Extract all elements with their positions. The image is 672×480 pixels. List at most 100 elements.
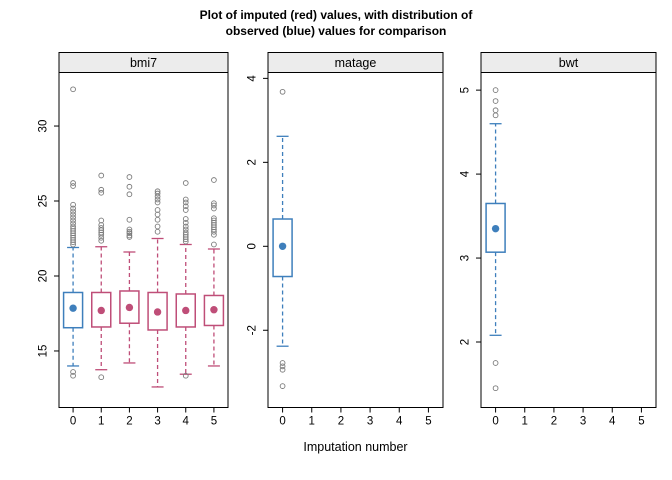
- outlier-point: [492, 112, 499, 119]
- panel-strip-label: bwt: [559, 56, 579, 70]
- y-tick-label: 2: [460, 339, 472, 345]
- outlier-point: [126, 216, 133, 223]
- outlier-point: [70, 208, 76, 215]
- outlier-point: [279, 88, 286, 95]
- panel-matage: matage -2 0 2 4 0 1 2 3 4 5: [247, 52, 444, 428]
- outlier-point: [98, 186, 105, 193]
- outlier-point: [182, 216, 189, 222]
- boxplot-bmi7-imp4: [175, 180, 196, 379]
- outlier-point: [154, 199, 161, 206]
- boxplot-bmi7-imp0: [62, 86, 84, 379]
- x-tick-label: 3: [367, 416, 373, 428]
- outlier-point: [70, 205, 76, 212]
- x-tick-label: 1: [522, 416, 528, 428]
- outlier-point: [126, 226, 133, 233]
- outlier-point: [492, 360, 499, 366]
- outlier-point: [279, 383, 286, 389]
- boxplot-matage-imp0: [272, 88, 293, 389]
- outlier-point: [70, 220, 76, 227]
- outlier-point: [211, 215, 217, 222]
- outlier-point: [126, 232, 133, 239]
- box-iqr: [147, 291, 168, 331]
- outlier-point: [182, 226, 189, 233]
- panel-frame: [58, 72, 229, 408]
- median-dot: [491, 224, 500, 233]
- outlier-point: [182, 203, 189, 210]
- boxplot-bmi7-imp2: [119, 174, 140, 364]
- box-iqr: [119, 290, 140, 324]
- outlier-point: [182, 180, 189, 186]
- x-tick-label: 4: [396, 416, 403, 428]
- x-tick-label: 2: [551, 416, 557, 428]
- outlier-point: [126, 183, 133, 190]
- x-tick-label: 3: [580, 416, 586, 428]
- outlier-point: [70, 217, 76, 224]
- x-tick-label: 4: [609, 416, 616, 428]
- y-tick-label: 0: [247, 243, 259, 249]
- outlier-point: [126, 191, 133, 198]
- outlier-point: [154, 190, 161, 197]
- outlier-point: [154, 228, 161, 235]
- outlier-point: [182, 219, 189, 226]
- outlier-point: [70, 183, 76, 189]
- boxplot-bmi7-imp5: [203, 177, 225, 367]
- outlier-point: [182, 229, 189, 236]
- median-dot: [125, 303, 134, 312]
- outlier-point: [126, 228, 133, 235]
- median-dot: [278, 242, 287, 250]
- outlier-point: [279, 366, 286, 373]
- outlier-point: [211, 200, 217, 207]
- x-tick-label: 1: [309, 416, 315, 428]
- y-tick-label: 25: [38, 195, 50, 208]
- median-dot: [210, 306, 218, 314]
- outlier-point: [182, 207, 189, 213]
- x-axis-title: Imputation number: [303, 440, 408, 454]
- outlier-point: [70, 372, 76, 379]
- box-iqr: [175, 293, 196, 328]
- x-tick-label: 2: [126, 416, 132, 428]
- x-tick-label: 5: [638, 416, 644, 428]
- boxplot-bmi7-imp1: [91, 172, 112, 381]
- outlier-point: [70, 223, 76, 230]
- outlier-point: [98, 172, 105, 179]
- panel-frame: [267, 72, 444, 408]
- y-tick-label: 5: [460, 87, 472, 93]
- outlier-point: [492, 385, 499, 392]
- y-tick-label: 4: [460, 170, 472, 177]
- box-iqr: [91, 291, 112, 328]
- outlier-point: [98, 217, 105, 224]
- outlier-point: [182, 199, 189, 206]
- outlier-point: [279, 360, 286, 366]
- boxplot-bwt-imp0: [485, 87, 506, 392]
- outlier-point: [70, 211, 76, 218]
- outlier-point: [154, 196, 161, 203]
- outlier-point: [279, 363, 286, 370]
- box-iqr: [485, 202, 506, 253]
- outlier-point: [98, 374, 105, 381]
- outlier-point: [211, 217, 217, 224]
- outlier-point: [98, 189, 105, 196]
- outlier-point: [211, 241, 217, 248]
- panel-frame: [480, 72, 657, 408]
- panel-bwt: bwt 2 3 4 5 0 1 2 3 4 5: [460, 52, 657, 428]
- median-dot: [97, 306, 105, 315]
- x-tick-label: 0: [492, 416, 498, 428]
- median-dot: [153, 308, 162, 316]
- boxplot-bmi7-imp3: [147, 188, 168, 388]
- y-tick-label: 20: [38, 270, 50, 283]
- median-dot: [69, 304, 77, 312]
- outlier-point: [98, 237, 105, 244]
- x-tick-label: 5: [211, 416, 217, 428]
- x-tick-label: 3: [154, 416, 160, 428]
- outlier-point: [70, 214, 76, 221]
- panel-strip-label: bmi7: [130, 56, 157, 70]
- outlier-point: [70, 201, 76, 208]
- outlier-point: [154, 188, 161, 195]
- x-tick-label: 1: [98, 416, 104, 428]
- x-tick-label: 5: [425, 416, 431, 428]
- x-tick-label: 4: [183, 416, 190, 428]
- y-tick-label: -2: [247, 325, 259, 335]
- x-tick-label: 0: [279, 416, 285, 428]
- outlier-point: [492, 87, 499, 93]
